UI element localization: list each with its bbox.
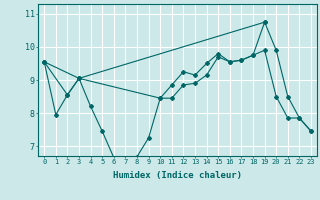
X-axis label: Humidex (Indice chaleur): Humidex (Indice chaleur) [113,171,242,180]
